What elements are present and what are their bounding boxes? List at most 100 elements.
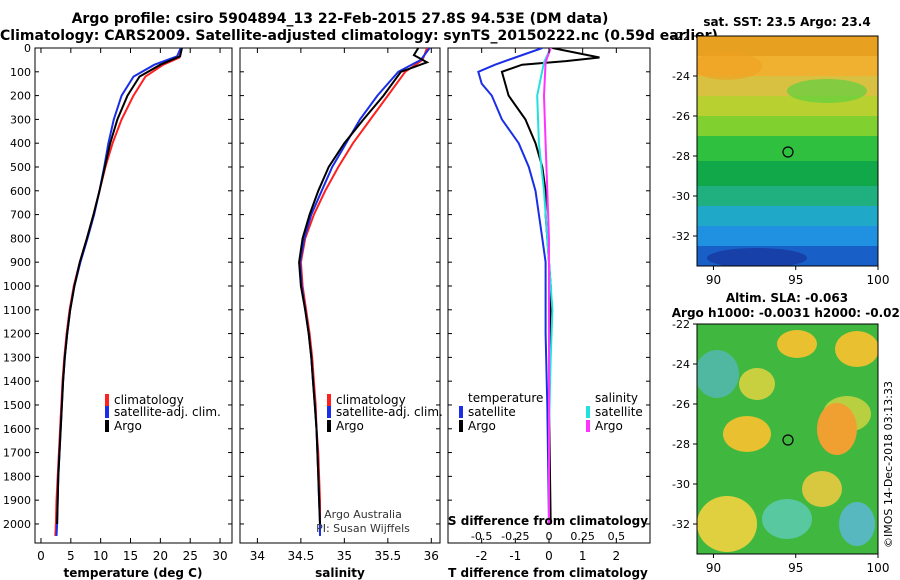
series-line-argo	[298, 48, 430, 525]
depth-tick-label: 1700	[3, 447, 31, 460]
legend-label-sal-satellite: satellite	[595, 405, 643, 419]
depth-tick-label: 1000	[3, 280, 31, 293]
sla-blob	[817, 403, 857, 455]
x-tick-label: 34.5	[288, 549, 315, 563]
legend-label-argo: Argo	[114, 419, 142, 433]
map-y-tick-label: -30	[672, 190, 690, 203]
map-axes: -22 -24 -26 -28 -30 -32 90 95 100 -22 -24 -26 -28 -30…	[672, 30, 889, 575]
depth-tick-label: 900	[10, 256, 31, 269]
imos-credit: ©IMOS 14-Dec-2018 03:13:33	[882, 381, 895, 548]
depth-tick-label: 200	[10, 90, 31, 103]
difference-legend: temperature salinity satellite Argo sate…	[459, 391, 643, 433]
depth-tick-label: 500	[10, 161, 31, 174]
legend-swatch-climatology	[105, 394, 109, 406]
x-tick-label: 1	[579, 549, 587, 563]
depth-tick-label: 1300	[3, 351, 31, 364]
x-tick-label: -1	[509, 549, 521, 563]
sst-patch	[707, 248, 807, 266]
sst-band	[697, 226, 878, 246]
x-tick-label: 34	[250, 549, 265, 563]
sst-band	[697, 36, 878, 56]
sla-blob	[762, 499, 812, 539]
x-tick-label: 5	[67, 549, 75, 563]
map-x-tick-label: 100	[867, 561, 890, 575]
sla-blob	[835, 331, 878, 367]
map-y-tick-label: -24	[672, 70, 690, 83]
depth-axis: 0 100 200 300 400 500 600 700 800 900 1000 1100 1200…	[3, 42, 650, 531]
sst-band	[697, 161, 878, 186]
sst-patch	[787, 79, 867, 103]
x-tick-label: -2	[476, 549, 488, 563]
x-tick-label: 0	[545, 549, 553, 563]
difference-xlabel: T difference from climatology	[448, 566, 648, 580]
sst-map-frame	[696, 35, 879, 267]
depth-tick-label: 800	[10, 232, 31, 245]
x-tick-label: 0	[37, 549, 45, 563]
legend-swatch-climatology	[327, 394, 331, 406]
temperature-xlabel: temperature (deg C)	[64, 566, 203, 580]
sla-blob	[697, 496, 757, 552]
map-y-tick-label: -22	[672, 318, 690, 331]
temperature-lines	[54, 48, 183, 536]
sst-map-title: sat. SST: 23.5 Argo: 23.4	[703, 15, 870, 29]
map-x-tick-label: 100	[867, 273, 890, 287]
map-y-tick-label: -28	[672, 150, 690, 163]
sla-blob	[739, 368, 775, 400]
legend-swatch-argo	[105, 420, 109, 432]
difference-top-xlabel: S difference from climatology	[448, 514, 648, 528]
sla-blob	[839, 502, 875, 546]
sla-blob	[723, 416, 771, 452]
sst-band	[697, 206, 878, 226]
legend-label-temp-argo: Argo	[468, 419, 496, 433]
depth-tick-label: 1100	[3, 304, 31, 317]
depth-tick-label: 700	[10, 209, 31, 222]
sst-band	[697, 116, 878, 136]
depth-tick-label: 400	[10, 137, 31, 150]
legend-swatch-sal-argo	[586, 420, 590, 432]
top-x-tick-label: 0.5	[608, 530, 626, 543]
profile-location-marker	[782, 434, 794, 446]
depth-tick-label: 300	[10, 113, 31, 126]
series-line-satellite-adj-clim-	[55, 48, 182, 536]
map-x-tick-label: 90	[706, 273, 721, 287]
argo-australia-annotation: Argo Australia	[324, 508, 402, 521]
map-y-tick-label: -28	[672, 438, 690, 451]
top-x-tick-label: -0.5	[471, 530, 492, 543]
map-y-tick-label: -24	[672, 358, 690, 371]
legend-label-argo: Argo	[336, 419, 364, 433]
title-line-1: Argo profile: csiro 5904894_13 22-Feb-20…	[71, 11, 609, 27]
map-x-tick-label: 95	[788, 273, 803, 287]
map-y-tick-label: -22	[672, 30, 690, 43]
legend-label-sal-argo: Argo	[595, 419, 623, 433]
sla-blob	[802, 471, 842, 507]
sla-map-subtitle: Argo h1000: -0.0031 h2000: -0.026	[672, 306, 900, 320]
top-x-tick-label: -0.25	[501, 530, 529, 543]
legend-swatch-sal-satellite	[586, 406, 590, 418]
depth-tick-label: 1900	[3, 494, 31, 507]
x-tick-label: 25	[183, 549, 198, 563]
legend-swatch-satellite	[327, 406, 331, 418]
depth-tick-label: 600	[10, 185, 31, 198]
legend-swatch-temp-argo	[459, 420, 463, 432]
series-line-argo	[56, 48, 183, 525]
x-tick-label: 35.5	[374, 549, 401, 563]
title-line-2: Climatology: CARS2009. Satellite-adjuste…	[0, 28, 718, 44]
depth-tick-label: 1400	[3, 375, 31, 388]
map-y-tick-label: -26	[672, 398, 690, 411]
depth-tick-label: 1600	[3, 423, 31, 436]
depth-tick-label: 100	[10, 66, 31, 79]
series-line-salinity-argo	[542, 48, 552, 524]
legend-swatch-argo	[327, 420, 331, 432]
top-x-tick-label: 0.25	[570, 530, 595, 543]
depth-tick-label: 1800	[3, 470, 31, 483]
series-line-salinity-satellite	[536, 48, 554, 524]
map-y-tick-label: -30	[672, 478, 690, 491]
temperature-legend: climatology satellite-adj. clim. Argo	[105, 393, 221, 433]
legend-label-temp-satellite: satellite	[468, 405, 516, 419]
difference-lines	[477, 48, 600, 525]
legend-label-satellite: satellite-adj. clim.	[114, 405, 221, 419]
sst-patch	[697, 52, 762, 80]
sla-blob	[697, 350, 739, 398]
salinity-plot-frame	[239, 47, 441, 544]
